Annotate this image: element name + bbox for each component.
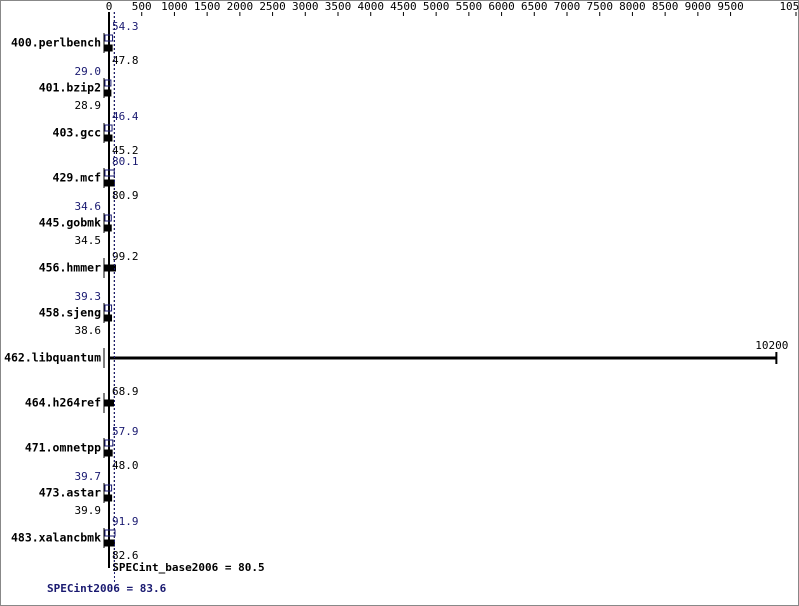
- value-label: 47.8: [112, 54, 139, 67]
- value-label: 34.6: [75, 200, 102, 213]
- bar: [104, 134, 113, 142]
- bar: [104, 264, 116, 272]
- value-label: 54.3: [112, 20, 139, 33]
- category-label: 464.h264ref: [25, 396, 101, 410]
- category-label: 458.sjeng: [39, 306, 101, 320]
- x-tick-label: 9500: [717, 0, 744, 13]
- value-label: 39.7: [75, 470, 102, 483]
- value-label: 48.0: [112, 459, 139, 472]
- value-label: 39.9: [75, 504, 102, 517]
- category-label: 471.omnetpp: [25, 441, 101, 455]
- bar: [104, 314, 113, 322]
- x-tick-label: 10500: [779, 0, 799, 13]
- bar: [104, 539, 115, 547]
- x-tick-label: 9000: [685, 0, 712, 13]
- x-tick-label: 8500: [652, 0, 679, 13]
- x-tick-label: 8000: [619, 0, 646, 13]
- value-label: 57.9: [112, 425, 139, 438]
- category-label: 445.gobmk: [39, 216, 101, 230]
- value-label: 99.2: [112, 250, 139, 263]
- bar: [104, 439, 114, 447]
- x-tick-label: 7000: [554, 0, 581, 13]
- x-tick-label: 5000: [423, 0, 450, 13]
- x-tick-label: 4000: [357, 0, 384, 13]
- summary-label: SPECint2006 = 83.6: [47, 582, 167, 595]
- value-label: 29.0: [75, 65, 102, 78]
- category-label: 429.mcf: [53, 171, 102, 185]
- x-tick-label: 3500: [325, 0, 352, 13]
- x-tick-label: 7500: [586, 0, 613, 13]
- category-label: 456.hmmer: [39, 261, 101, 275]
- x-tick-label: 2000: [227, 0, 254, 13]
- value-label: 28.9: [75, 99, 102, 112]
- bar: [104, 304, 113, 312]
- value-label: 91.9: [112, 515, 139, 528]
- value-label: 82.6: [112, 549, 139, 562]
- category-label: 473.astar: [39, 486, 101, 500]
- bar: [104, 224, 112, 232]
- x-tick-label: 4500: [390, 0, 417, 13]
- value-label: 45.2: [112, 144, 139, 157]
- x-tick-label: 5500: [456, 0, 483, 13]
- bar: [104, 399, 115, 407]
- bar: [104, 124, 113, 132]
- x-tick-label: 500: [132, 0, 152, 13]
- value-label: 38.6: [75, 324, 102, 337]
- value-label: 46.4: [112, 110, 139, 123]
- category-label: 462.libquantum: [4, 351, 101, 365]
- summary-label: SPECint_base2006 = 80.5: [112, 561, 264, 574]
- x-tick-label: 6000: [488, 0, 515, 13]
- x-tick-label: 2500: [259, 0, 286, 13]
- value-label: 80.9: [112, 189, 139, 202]
- bar: [104, 34, 114, 42]
- x-tick-label: 3000: [292, 0, 319, 13]
- category-label: 401.bzip2: [39, 81, 101, 95]
- x-tick-label: 1000: [161, 0, 188, 13]
- value-label: 39.3: [75, 290, 102, 303]
- category-label: 403.gcc: [53, 126, 101, 140]
- bar: [104, 44, 113, 52]
- value-label: 10200: [755, 339, 788, 352]
- category-label: 400.perlbench: [11, 36, 101, 50]
- bar: [104, 179, 115, 187]
- bar: [104, 89, 112, 97]
- value-label: 80.1: [112, 155, 139, 168]
- value-label: 68.9: [112, 385, 139, 398]
- bar: [104, 449, 113, 457]
- bar: [104, 79, 112, 87]
- value-label: 34.5: [75, 234, 102, 247]
- bar: [104, 214, 112, 222]
- bar: [104, 494, 113, 502]
- x-tick-label: 0: [106, 0, 113, 13]
- x-tick-label: 6500: [521, 0, 548, 13]
- bar: [104, 529, 116, 537]
- x-tick-label: 1500: [194, 0, 221, 13]
- category-label: 483.xalancbmk: [11, 531, 101, 545]
- bar: [104, 484, 113, 492]
